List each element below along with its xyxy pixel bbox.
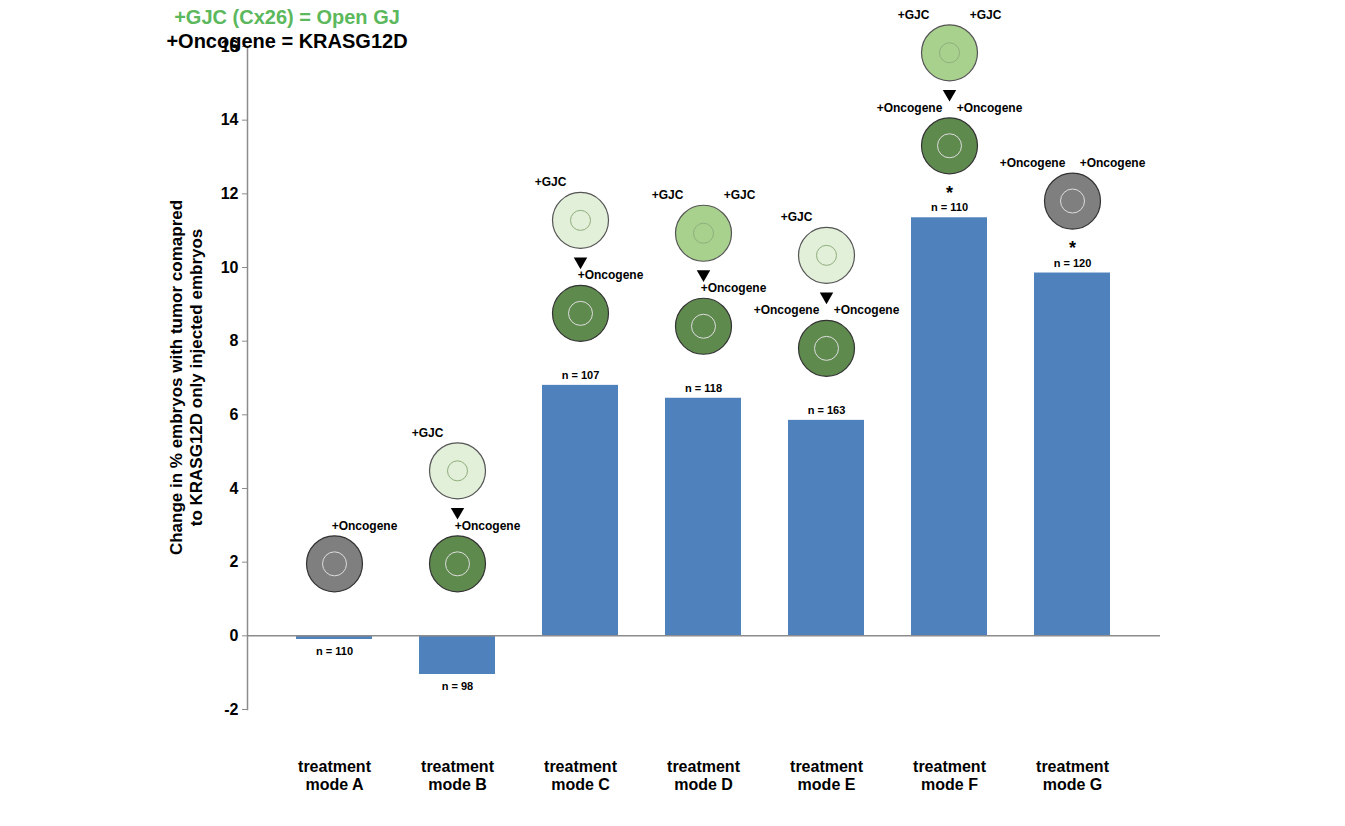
svg-text:n = 110: n = 110 [931,201,968,213]
svg-text:+GJC: +GJC [898,8,930,22]
svg-text:+GJC: +GJC [652,188,684,202]
svg-text:+GJC (Cx26) = Open GJ: +GJC (Cx26) = Open GJ [174,6,400,28]
svg-text:10: 10 [221,259,239,276]
svg-text:+Oncogene: +Oncogene [834,303,900,317]
svg-text:+Oncogene = KRASG12D: +Oncogene = KRASG12D [166,30,407,52]
svg-text:+Oncogene: +Oncogene [578,268,644,282]
svg-text:+GJC: +GJC [724,188,756,202]
svg-text:treatmentmode A: treatmentmode A [298,758,372,793]
svg-text:+Oncogene: +Oncogene [754,303,820,317]
svg-text:12: 12 [221,185,239,202]
svg-text:+Oncogene: +Oncogene [1000,156,1066,170]
svg-text:+Oncogene: +Oncogene [877,101,943,115]
svg-text:2: 2 [230,553,239,570]
svg-text:8: 8 [230,332,239,349]
svg-text:n = 98: n = 98 [442,680,474,692]
svg-text:6: 6 [230,406,239,423]
svg-text:Change in % embryos with tumor: Change in % embryos with tumor comapredt… [167,200,206,555]
svg-text:n = 107: n = 107 [562,369,600,381]
svg-text:+Oncogene: +Oncogene [332,519,398,533]
svg-text:treatmentmode G: treatmentmode G [1036,758,1110,793]
svg-text:+Oncogene: +Oncogene [1080,156,1146,170]
svg-text:+GJC: +GJC [781,210,813,224]
svg-text:treatmentmode D: treatmentmode D [667,758,741,793]
svg-text:+Oncogene: +Oncogene [701,281,767,295]
svg-text:+GJC: +GJC [412,426,444,440]
svg-text:4: 4 [230,480,239,497]
svg-text:0: 0 [230,627,239,644]
svg-text:*: * [1069,238,1076,258]
svg-text:n = 120: n = 120 [1054,257,1092,269]
svg-text:+GJC: +GJC [535,175,567,189]
svg-text:14: 14 [221,111,239,128]
svg-text:n = 110: n = 110 [316,645,353,657]
svg-text:+Oncogene: +Oncogene [957,101,1023,115]
svg-text:+GJC: +GJC [970,8,1002,22]
svg-text:treatmentmode B: treatmentmode B [421,758,495,793]
svg-text:treatmentmode F: treatmentmode F [913,758,987,793]
svg-text:treatmentmode C: treatmentmode C [544,758,618,793]
svg-text:n = 118: n = 118 [685,382,722,394]
svg-text:+Oncogene: +Oncogene [455,519,521,533]
svg-text:treatmentmode E: treatmentmode E [790,758,864,793]
svg-text:n = 163: n = 163 [808,404,846,416]
svg-text:*: * [946,183,953,203]
svg-text:-2: -2 [224,701,238,718]
